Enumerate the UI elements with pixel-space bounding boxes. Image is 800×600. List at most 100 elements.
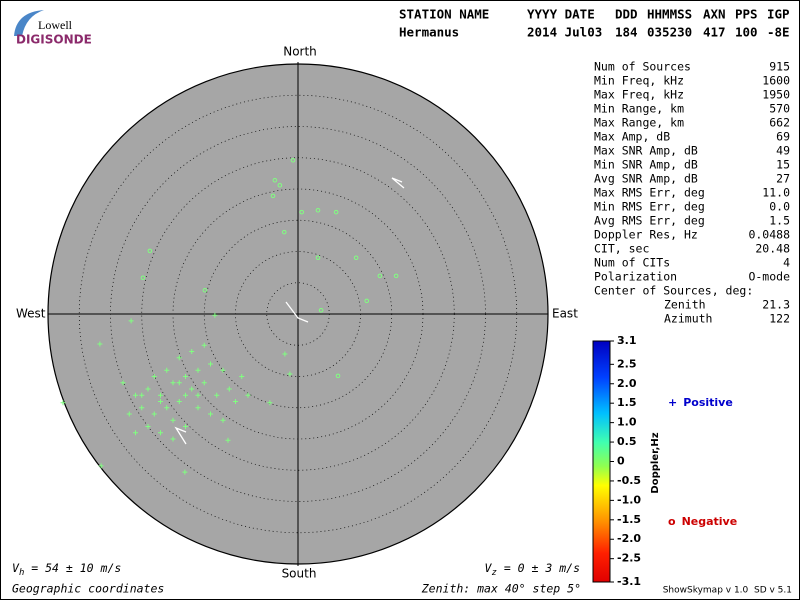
source-point (145, 424, 151, 429)
header-value: 035230 (647, 25, 692, 40)
legend-marker: + (668, 396, 677, 409)
source-point (120, 380, 126, 386)
source-point (212, 312, 218, 318)
stat-label: Max SNR Amp, dB (594, 144, 698, 158)
header-value: Hermanus (399, 25, 459, 40)
stat-value: 1.5 (769, 214, 790, 228)
center-label: Azimuth (664, 312, 712, 326)
source-point (195, 367, 201, 373)
colorbar-tick-label: -0.5 (617, 474, 641, 487)
stat-label: Min Freq, kHz (594, 74, 684, 88)
source-point (233, 399, 238, 404)
stat-label: Max Amp, dB (594, 130, 670, 144)
source-point (214, 392, 220, 398)
stat-value: 27 (776, 172, 790, 186)
velocity-arrow (391, 177, 405, 189)
header-value: 184 (615, 25, 638, 40)
header-column: IGP (767, 7, 790, 22)
source-point (183, 374, 188, 379)
source-point (164, 405, 170, 411)
source-point (126, 411, 132, 417)
stat-label: Num of CITs (594, 256, 670, 270)
stat-value: 15 (776, 158, 790, 172)
source-point (208, 361, 213, 367)
colorbar-tick-label: -3.1 (617, 575, 641, 588)
center-value: 122 (769, 312, 790, 326)
stat-label: Min SNR Amp, dB (594, 158, 698, 172)
colorbar-tick-label: 2.0 (617, 377, 637, 390)
stat-value: O-mode (748, 270, 790, 284)
source-point (183, 392, 188, 398)
stat-label: Min RMS Err, deg (594, 200, 705, 214)
source-point (315, 255, 321, 261)
velocity-arrow (285, 301, 309, 323)
vh-symbol: V (12, 561, 20, 575)
source-point (139, 392, 145, 398)
source-point (287, 371, 293, 377)
source-point (189, 386, 195, 392)
stat-value: 20.48 (755, 242, 790, 256)
stat-value: 4 (783, 256, 790, 270)
source-point (158, 430, 163, 436)
velocity-arrow (174, 426, 187, 445)
legend-name: Positive (683, 396, 733, 409)
source-point (277, 182, 283, 188)
source-point (272, 177, 278, 183)
source-point (290, 157, 296, 163)
source-point (128, 318, 134, 324)
stat-value: 11.0 (762, 186, 790, 200)
source-point (270, 193, 276, 199)
source-point (201, 380, 207, 386)
source-point (225, 437, 231, 443)
source-point (151, 374, 157, 379)
header-column: YYYY DATE (527, 7, 595, 22)
source-point (145, 386, 151, 392)
dir-north: North (283, 45, 317, 59)
version-label: ShowSkymap v 1.0 SD v 5.1 (663, 586, 792, 596)
source-point (183, 424, 188, 429)
stat-label: Doppler Res, Hz (594, 228, 698, 242)
dir-west: West (16, 307, 46, 321)
source-point (189, 349, 195, 354)
logo-swoosh (14, 10, 44, 36)
source-point (393, 273, 399, 279)
source-point (60, 400, 66, 406)
source-point (170, 436, 176, 442)
source-point (170, 417, 176, 423)
stat-value: 49 (776, 144, 790, 158)
stat-value: 0.0488 (748, 228, 790, 242)
header-value: -8E (767, 25, 790, 40)
vh-sub: h (19, 568, 24, 578)
source-point (220, 417, 226, 423)
logo-bottom: DIGISONDE (16, 33, 92, 47)
source-point (170, 380, 176, 386)
zenith-label: Zenith: max 40° step 5° (421, 582, 581, 596)
stat-value: 69 (776, 130, 790, 144)
dir-east: East (552, 307, 578, 321)
source-point (315, 207, 321, 213)
source-point (281, 229, 287, 235)
coords-label: Geographic coordinates (12, 582, 164, 596)
source-point (133, 430, 138, 436)
plot-area (47, 62, 549, 566)
source-point (318, 307, 324, 313)
source-point (377, 273, 383, 279)
stat-value: 915 (769, 60, 790, 74)
source-point (147, 248, 153, 254)
source-point (176, 399, 182, 404)
stat-value: 1600 (762, 74, 790, 88)
stat-value: 570 (769, 102, 790, 116)
legend-entry: o Negative (668, 515, 737, 528)
stat-label: Polarization (594, 270, 677, 284)
colorbar-tick-label: 0 (617, 455, 625, 468)
source-point (195, 405, 201, 411)
source-point (267, 400, 273, 406)
source-point (333, 209, 339, 215)
source-point (164, 367, 170, 373)
colorbar-tick-label: -2.5 (617, 552, 641, 565)
stat-value: 0.0 (769, 200, 790, 214)
source-point (151, 411, 157, 417)
source-point (335, 373, 341, 379)
source-point (98, 463, 104, 469)
colorbar (592, 340, 611, 583)
